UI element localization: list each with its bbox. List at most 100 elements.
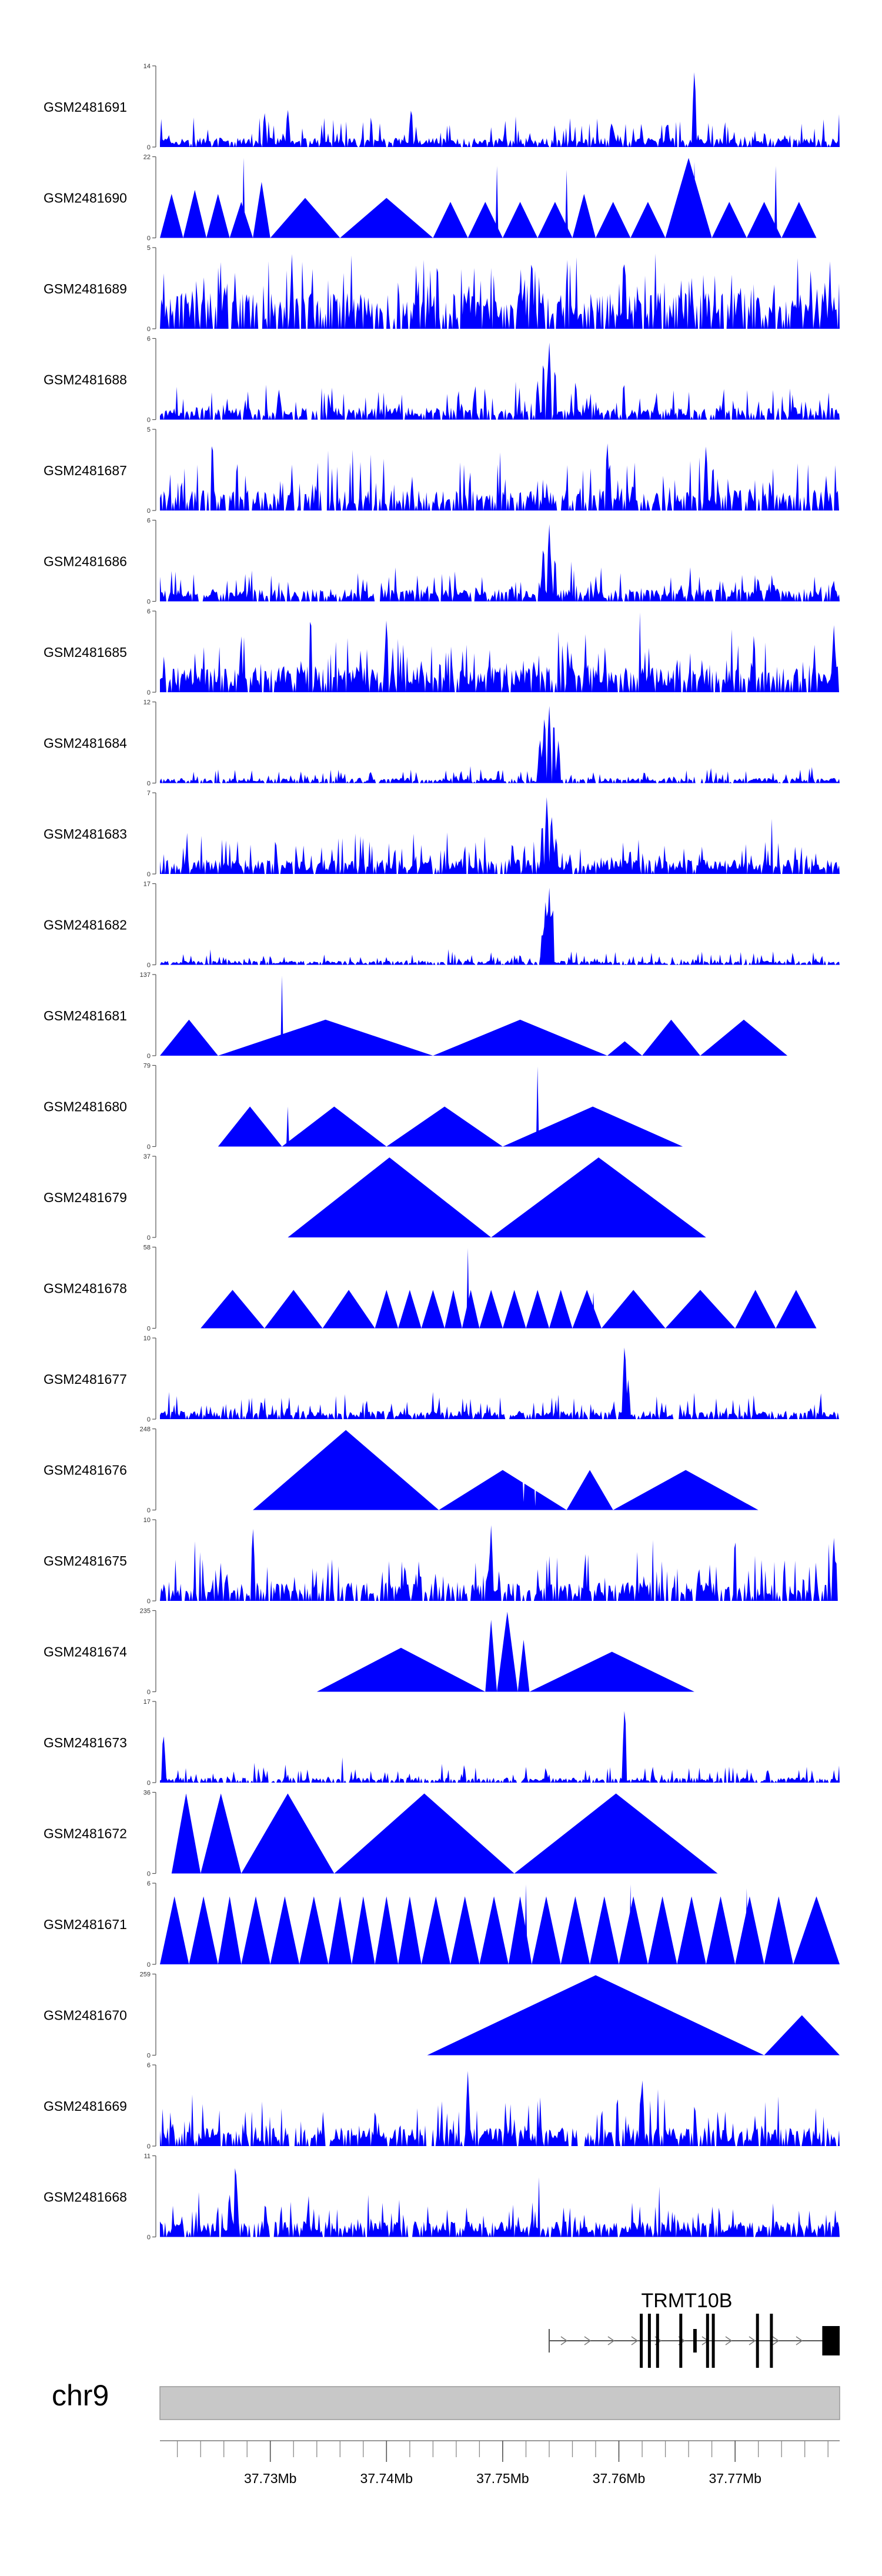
track-label: GSM2481691 [44, 99, 127, 115]
track-GSM2481674: GSM2481674 235 0 [44, 1608, 694, 1696]
track-label: GSM2481675 [44, 1553, 127, 1569]
track-GSM2481683: GSM2481683 7 0 [44, 790, 840, 878]
y-axis-min-label: 0 [147, 1416, 151, 1423]
track-GSM2481678: GSM2481678 58 0 [44, 1244, 817, 1333]
track-label: GSM2481689 [44, 281, 127, 296]
coverage-segment [241, 1896, 270, 1964]
coverage-segment [560, 1896, 590, 1964]
y-axis-max-label: 12 [143, 699, 151, 706]
y-axis-max-label: 17 [143, 1699, 151, 1706]
track-GSM2481672: GSM2481672 36 0 [44, 1790, 718, 1878]
coverage-area [160, 1347, 840, 1419]
coverage-segment [502, 1290, 526, 1329]
coverage-segment [764, 2015, 840, 2056]
y-axis-min-label: 0 [147, 144, 151, 151]
coverage-segment [334, 1793, 514, 1874]
coverage-segment [288, 1157, 492, 1237]
coverage-segment [322, 1290, 375, 1329]
chromosome-label: chr9 [52, 2379, 109, 2412]
coverage-area [160, 342, 840, 420]
strand-arrow [725, 2336, 733, 2345]
track-label: GSM2481678 [44, 1281, 127, 1296]
coverage-segment [253, 1430, 439, 1510]
coverage-spike [524, 1884, 527, 1964]
y-axis-max-label: 58 [143, 1244, 151, 1252]
y-axis-max-label: 10 [143, 1335, 151, 1342]
coverage-spike [629, 1884, 632, 1964]
gene-exon [822, 2326, 840, 2355]
gene-exon [679, 2314, 683, 2368]
coverage-spike [565, 169, 569, 238]
coverage-segment [218, 1896, 242, 1964]
coverage-spike [693, 162, 696, 238]
coverage-tracks: GSM2481691140GSM2481690220GSM248168950GS… [44, 63, 840, 2241]
coverage-segment [711, 202, 747, 238]
coverage-segment [502, 202, 538, 238]
coverage-segment [218, 1106, 282, 1147]
gene-exon [706, 2314, 709, 2368]
strand-arrow [796, 2336, 803, 2345]
track-GSM2481668: GSM2481668 11 0 [44, 2153, 840, 2241]
coverage-segment [160, 1019, 218, 1056]
y-axis-min-label: 0 [147, 1053, 151, 1060]
chromosome-ideogram: chr9 [52, 2379, 840, 2420]
genomic-axis: 37.73Mb 37.74Mb 37.75Mb 37.76Mb 37.77Mb [160, 2440, 840, 2486]
gene-track: TRMT10B [548, 2290, 840, 2368]
coverage-spike [592, 1292, 595, 1329]
coverage-segment [189, 1896, 218, 1964]
track-label: GSM2481668 [44, 2190, 127, 2205]
coverage-segment [514, 1793, 718, 1874]
y-axis-max-label: 5 [147, 245, 151, 252]
y-axis-min-label: 0 [147, 1871, 151, 1878]
y-axis-min-label: 0 [147, 1689, 151, 1696]
coverage-spike [466, 1248, 470, 1329]
coverage-segment [206, 193, 230, 238]
coverage-segment [491, 1157, 706, 1237]
coverage-segment [270, 1896, 300, 1964]
y-axis-max-label: 7 [147, 790, 151, 797]
coverage-segment [665, 1290, 736, 1329]
coverage-segment [253, 182, 270, 238]
track-label: GSM2481681 [44, 1008, 127, 1023]
track-GSM2481679: GSM2481679 37 0 [44, 1153, 706, 1242]
coverage-segment [445, 1290, 462, 1329]
coverage-gap [533, 1450, 538, 1506]
coverage-segment [421, 1290, 445, 1329]
track-GSM2481687: GSM2481687 5 0 [44, 426, 840, 515]
coverage-segment [282, 1106, 387, 1147]
y-axis-min-label: 0 [147, 1507, 151, 1514]
coverage-area [160, 253, 840, 329]
coverage-spike [745, 1888, 749, 1964]
coverage-segment [201, 1290, 265, 1329]
y-axis-min-label: 0 [147, 780, 151, 788]
y-axis-max-label: 17 [143, 881, 151, 888]
coverage-segment [450, 1896, 480, 1964]
y-axis-max-label: 6 [147, 1880, 151, 1887]
coverage-segment [764, 1896, 793, 1964]
coverage-gap [521, 1450, 526, 1502]
coverage-segment [218, 1019, 433, 1056]
track-GSM2481690: GSM2481690 22 0 [44, 154, 817, 242]
coverage-segment [700, 1019, 788, 1056]
coverage-segment [746, 202, 782, 238]
track-GSM2481681: GSM2481681 137 0 [44, 972, 788, 1060]
coverage-segment [502, 1106, 683, 1147]
y-axis-min-label: 0 [147, 599, 151, 606]
coverage-gap [279, 1086, 285, 1139]
strand-arrow [607, 2336, 615, 2345]
coverage-segment [299, 1896, 329, 1964]
coverage-segment [781, 202, 817, 238]
track-label: GSM2481684 [44, 736, 127, 751]
coverage-spike [774, 166, 777, 238]
track-label: GSM2481683 [44, 826, 127, 842]
track-GSM2481671: GSM2481671 6 0 [44, 1880, 840, 1968]
coverage-segment [340, 198, 433, 238]
axis-tick-label: 37.76Mb [593, 2471, 646, 2486]
coverage-area [160, 612, 840, 692]
axis-tick-label: 37.73Mb [244, 2471, 297, 2486]
axis-tick-label: 37.74Mb [360, 2471, 413, 2486]
coverage-segment [352, 1896, 375, 1964]
y-axis-min-label: 0 [147, 417, 151, 424]
track-label: GSM2481673 [44, 1735, 127, 1750]
